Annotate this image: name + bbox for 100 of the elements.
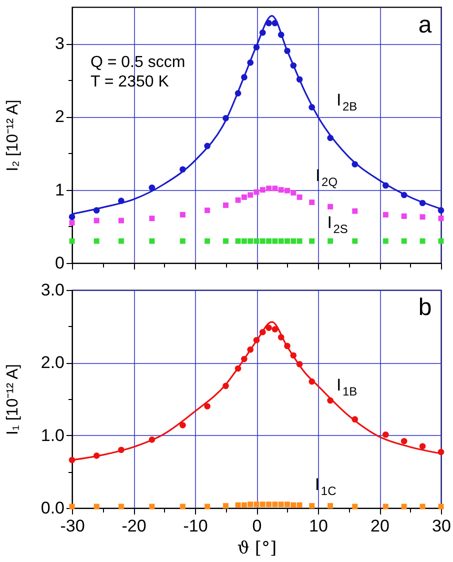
point [272, 186, 278, 192]
point [296, 194, 302, 200]
y-tick-label: 1.0 [40, 426, 64, 445]
x-tick-label: -20 [122, 516, 146, 536]
point [260, 502, 266, 508]
x-axis-title: ϑ [°] [237, 538, 277, 558]
point [180, 238, 186, 244]
point [149, 238, 155, 244]
point [149, 504, 155, 510]
point [382, 212, 388, 218]
point [248, 238, 254, 244]
point [254, 238, 260, 244]
y-tick-label: 3.0 [40, 280, 64, 300]
point [309, 200, 315, 206]
point [290, 502, 296, 508]
point [94, 504, 100, 510]
point [352, 504, 358, 510]
point [352, 208, 358, 214]
point [328, 238, 334, 244]
point [69, 238, 75, 244]
point [204, 238, 210, 244]
point [69, 504, 75, 510]
point [235, 238, 241, 244]
point [272, 502, 278, 508]
point [204, 403, 210, 410]
point [68, 214, 76, 220]
x-tick-label: 0 [252, 516, 262, 536]
y-tick-label: 0 [55, 254, 64, 272]
point [328, 204, 334, 210]
point [223, 202, 228, 208]
point [401, 238, 407, 244]
point [420, 504, 426, 510]
point [290, 190, 296, 196]
point [401, 504, 407, 510]
point [272, 238, 278, 244]
point [438, 216, 444, 222]
annotation: b [418, 294, 432, 322]
point [438, 504, 444, 510]
x-tick-label: 10 [309, 516, 328, 536]
point [290, 238, 296, 244]
point [382, 238, 388, 244]
y-axis-title: I₂ [10⁻¹² A] [4, 100, 22, 172]
x-tick-label: -10 [183, 516, 208, 536]
point [260, 187, 266, 193]
point [382, 504, 388, 510]
point [241, 194, 247, 200]
point [235, 502, 241, 508]
point [241, 238, 247, 244]
point [309, 503, 315, 509]
point [382, 431, 389, 438]
point [284, 188, 290, 194]
point [296, 238, 302, 244]
y-axis-title: I₁ [10⁻¹² A] [4, 364, 22, 435]
point [254, 502, 260, 508]
y-tick-label: 2 [55, 107, 64, 126]
point [118, 238, 124, 244]
point [401, 213, 407, 219]
x-tick-label: 20 [370, 516, 390, 536]
point [400, 438, 408, 444]
point [180, 504, 186, 510]
point [278, 502, 284, 508]
y-tick-label: 3 [55, 34, 64, 54]
point [266, 186, 272, 192]
point [69, 220, 75, 226]
point [204, 504, 210, 510]
point [328, 503, 334, 509]
point [94, 218, 100, 224]
y-tick-label: 0.0 [40, 498, 64, 518]
point [180, 212, 186, 218]
y-tick-label: 2.0 [40, 353, 64, 372]
point [284, 238, 290, 244]
point [309, 238, 315, 244]
point [352, 238, 358, 244]
point [260, 238, 266, 244]
point [223, 503, 228, 509]
y-tick-label: 1 [55, 180, 64, 200]
point [419, 443, 426, 450]
annotation: a [418, 11, 432, 38]
point [296, 502, 302, 508]
point [272, 326, 278, 332]
point [180, 422, 186, 428]
point [266, 502, 272, 508]
point [149, 216, 155, 222]
point [420, 238, 426, 244]
point [438, 238, 444, 244]
point [223, 238, 228, 244]
point [278, 238, 284, 244]
point [118, 504, 124, 510]
point [94, 238, 100, 244]
point [248, 502, 254, 508]
point [118, 218, 124, 224]
point [241, 502, 247, 508]
point [254, 189, 260, 195]
x-tick-label: -30 [60, 516, 85, 536]
point [248, 192, 254, 198]
x-tick-label: 30 [432, 516, 451, 536]
point [266, 324, 272, 331]
point [278, 187, 284, 193]
point [204, 208, 210, 214]
point [420, 214, 426, 220]
